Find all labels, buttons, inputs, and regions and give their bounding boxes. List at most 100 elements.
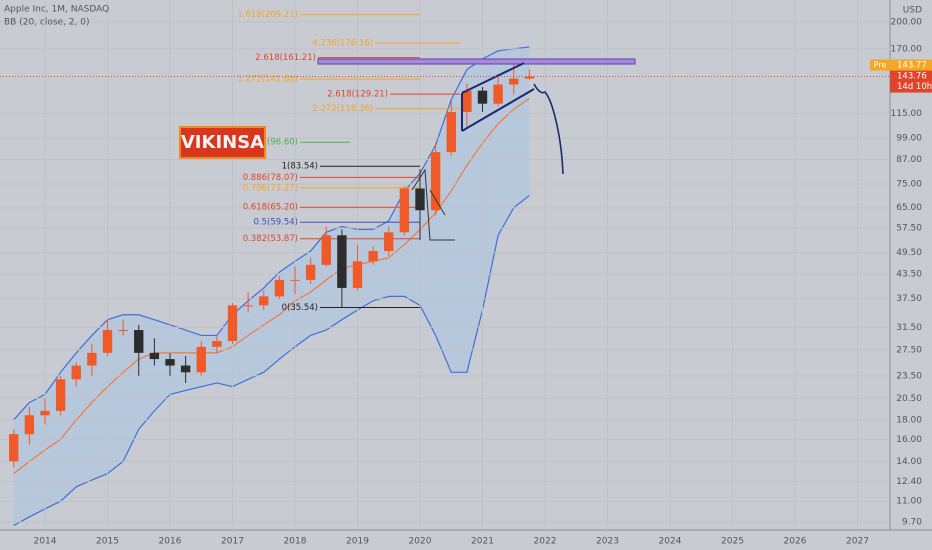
fib-label: 0.618(65.20): [243, 203, 298, 213]
candle-body: [40, 410, 50, 416]
grid-layer: [0, 0, 890, 530]
candle-body: [524, 76, 535, 79]
last-price-label: 143.76: [897, 72, 927, 82]
y-tick-label: 57.50: [896, 223, 922, 233]
y-tick-label: 9.70: [902, 517, 922, 527]
watermark: VIKINSA: [181, 132, 264, 153]
fib-label: 0.5(59.54): [254, 218, 298, 228]
candle-body: [165, 359, 175, 366]
y-tick-label: 16.00: [896, 435, 922, 445]
fib-label: 0.382(53.87): [243, 234, 298, 244]
y-tick-label: 87.00: [896, 155, 922, 165]
x-tick-label: 2020: [409, 537, 432, 547]
candle-body: [149, 352, 160, 360]
fib-label: 2.618(161.21): [255, 53, 316, 63]
candle-body: [102, 330, 113, 353]
candle-body: [9, 434, 19, 462]
candles-layer: [9, 62, 535, 468]
x-tick-label: 2018: [284, 537, 307, 547]
candle-body: [305, 264, 316, 280]
fib-label: 1.618(209.21): [237, 10, 298, 20]
candle-body: [321, 235, 331, 265]
y-tick-label: 11.00: [896, 497, 922, 507]
x-tick-label: 2024: [659, 537, 682, 547]
premarket-label: 143.77: [897, 61, 927, 71]
x-tick-label: 2022: [534, 537, 557, 547]
candle-body: [274, 279, 285, 297]
candle-body: [87, 352, 97, 366]
candle-body: [462, 90, 472, 113]
y-tick-label: 31.50: [896, 323, 922, 333]
candle-body: [180, 365, 191, 373]
band-fill: [13, 46, 530, 526]
x-tick-label: 2017: [221, 537, 244, 547]
last-price-box: [890, 70, 932, 93]
candle-body: [212, 341, 222, 347]
candle-body: [259, 296, 269, 306]
y-tick-label: 49.50: [896, 248, 922, 258]
y-tick-label: 20.50: [896, 394, 922, 404]
y-tick-label: 43.50: [896, 270, 922, 280]
wedge-channel: [461, 62, 535, 132]
pattern-lines: [411, 168, 455, 241]
fib-label: 1.272(141.66): [237, 74, 298, 84]
y-tick-label: 65.00: [896, 203, 922, 213]
band-lower: [13, 194, 530, 526]
fib-label: 4.236(176.16): [312, 38, 373, 48]
y-tick-label: 14.00: [896, 457, 922, 467]
candle-body: [243, 305, 253, 307]
candle-body: [290, 279, 300, 281]
x-tick-label: 2015: [96, 537, 119, 547]
candle-body: [509, 78, 519, 85]
fib-label: 1.272(96.60): [243, 138, 298, 148]
candle-body: [337, 235, 347, 288]
candle-body: [196, 346, 206, 373]
candle-body: [368, 251, 378, 262]
y-tick-label: 170.00: [891, 44, 923, 54]
x-tick-label: 2025: [721, 537, 744, 547]
y-tick-label: 18.00: [896, 415, 922, 425]
candle-body: [399, 188, 410, 233]
fib-label: 1(83.54): [282, 162, 318, 172]
currency-label: USD: [903, 6, 922, 16]
axis-layer: 200.00 170.00 115.00 99.00 87.00 75.00 65.00 57…: [0, 18, 932, 547]
candle-body: [493, 84, 503, 104]
premarket-box: [890, 59, 932, 71]
x-tick-label: 2021: [471, 537, 494, 547]
watermark-box: [179, 126, 266, 159]
candle-body: [430, 152, 441, 211]
chart-title: Apple Inc, 1M, NASDAQ: [4, 5, 109, 15]
y-tick-label: 37.50: [896, 294, 922, 304]
fib-label: 0.886(78.07): [243, 173, 298, 183]
fib-layer: 1.618(209.21) 4.236(176.16) 2.618(161.21) 1…: [237, 10, 460, 313]
fib-label: 0(35.54): [282, 303, 318, 313]
x-tick-label: 2014: [34, 537, 57, 547]
candle-body: [227, 305, 238, 342]
candle-body: [477, 90, 488, 104]
y-tick-label: 200.00: [891, 18, 923, 28]
band-middle: [13, 97, 530, 475]
y-tick-label: 115.00: [891, 109, 923, 119]
fib-label: 0.786(73.27): [243, 183, 298, 193]
candle-body: [55, 379, 66, 411]
y-tick-label: 75.00: [896, 180, 922, 190]
candle-body: [415, 188, 425, 211]
resistance-box: [317, 58, 636, 65]
y-tick-label: 12.40: [896, 477, 922, 487]
candle-body: [71, 365, 81, 380]
candle-body: [352, 261, 363, 288]
premarket-tag-box: [870, 59, 890, 71]
y-tick-label: 27.50: [896, 345, 922, 355]
x-tick-label: 2027: [846, 537, 869, 547]
fib-label: 2.272(118.36): [312, 104, 373, 114]
candle-body: [446, 112, 456, 153]
projection-curve: [533, 83, 564, 175]
countdown-label: 14d 10h: [897, 82, 932, 92]
x-tick-label: 2023: [596, 537, 619, 547]
indicator-label: BB (20, close, 2, 0): [4, 18, 89, 28]
x-tick-label: 2026: [784, 537, 807, 547]
y-tick-label: 23.50: [896, 371, 922, 381]
candle-body: [24, 415, 35, 435]
x-tick-label: 2019: [346, 537, 369, 547]
